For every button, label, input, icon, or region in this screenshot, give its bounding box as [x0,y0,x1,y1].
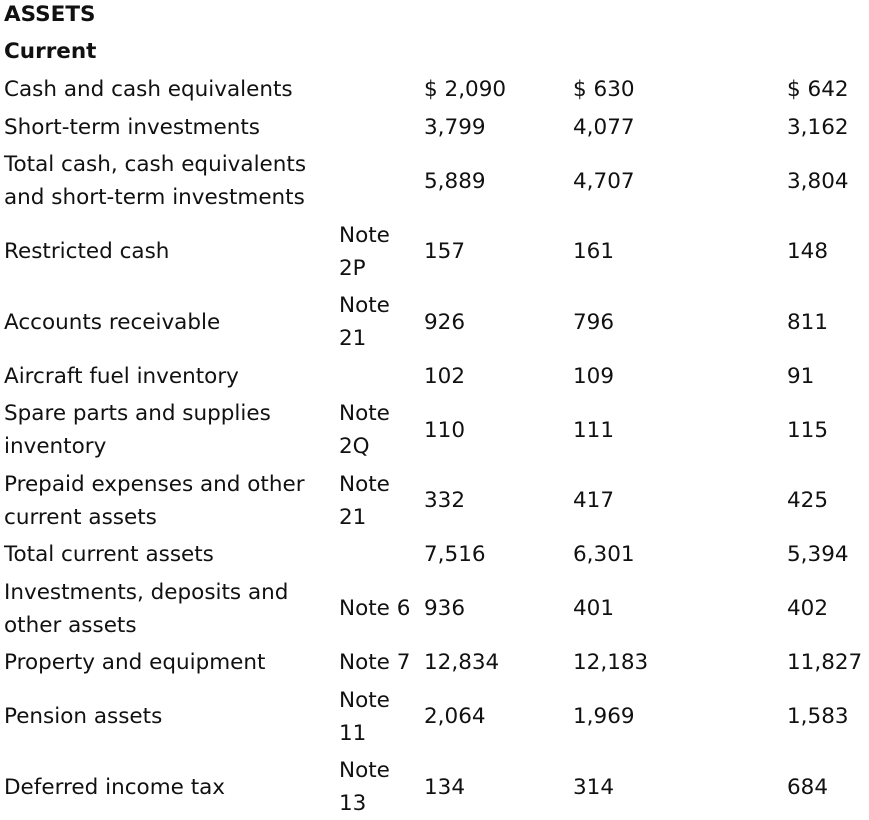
row-label: Investments, deposits and other assets [4,580,289,638]
row-label: Restricted cash [4,239,170,264]
value-col-3: 11,827 [787,650,863,675]
row-label: Deferred income tax [4,775,226,800]
row-note: Note 13 [339,758,390,816]
value-col-1: 3,799 [424,115,486,140]
row-label: Property and equipment [4,650,266,675]
value-col-3: $ 642 [787,77,849,102]
heading-current: Current [4,39,97,64]
value-col-3: 91 [787,364,815,389]
value-col-2: $ 630 [573,77,635,102]
value-col-3: 684 [787,775,829,800]
heading-assets: ASSETS [4,2,96,27]
value-col-2: 111 [573,418,615,443]
value-col-3: 425 [787,488,829,513]
value-col-1: 157 [424,239,466,264]
value-col-2: 4,707 [573,169,635,194]
value-col-2: 417 [573,488,615,513]
value-col-2: 1,969 [573,704,635,729]
value-col-1: 134 [424,775,466,800]
value-col-3: 1,583 [787,704,849,729]
value-col-3: 115 [787,418,829,443]
row-note: Note 6 [339,596,411,621]
value-col-3: 5,394 [787,542,849,567]
row-note: Note 2Q [339,401,390,459]
value-col-2: 4,077 [573,115,635,140]
value-col-1: 110 [424,418,466,443]
value-col-1: 12,834 [424,650,500,675]
row-label: Pension assets [4,704,163,729]
value-col-3: 3,804 [787,169,849,194]
row-note: Note 11 [339,688,390,746]
value-col-2: 314 [573,775,615,800]
value-col-2: 161 [573,239,615,264]
value-col-1: 936 [424,596,466,621]
value-col-1: 102 [424,364,466,389]
value-col-1: $ 2,090 [424,77,507,102]
value-col-3: 148 [787,239,829,264]
value-col-2: 6,301 [573,542,635,567]
value-col-2: 12,183 [573,650,649,675]
row-label: Total current assets [4,542,214,567]
row-label: Aircraft fuel inventory [4,364,239,389]
value-col-2: 109 [573,364,615,389]
value-col-1: 2,064 [424,704,486,729]
value-col-1: 926 [424,310,466,335]
row-label: Accounts receivable [4,310,221,335]
value-col-3: 3,162 [787,115,849,140]
value-col-1: 332 [424,488,466,513]
row-label: Total cash, cash equivalents and short-t… [4,152,307,210]
row-label: Short-term investments [4,115,260,140]
row-note: Note 7 [339,650,411,675]
value-col-1: 7,516 [424,542,486,567]
value-col-1: 5,889 [424,169,486,194]
value-col-3: 402 [787,596,829,621]
value-col-2: 401 [573,596,615,621]
row-label: Spare parts and supplies inventory [4,401,271,459]
row-label: Cash and cash equivalents [4,77,293,102]
value-col-2: 796 [573,310,615,335]
row-note: Note 2P [339,223,390,281]
value-col-3: 811 [787,310,829,335]
row-note: Note 21 [339,472,390,530]
row-label: Prepaid expenses and other current asset… [4,472,305,530]
row-note: Note 21 [339,293,390,351]
